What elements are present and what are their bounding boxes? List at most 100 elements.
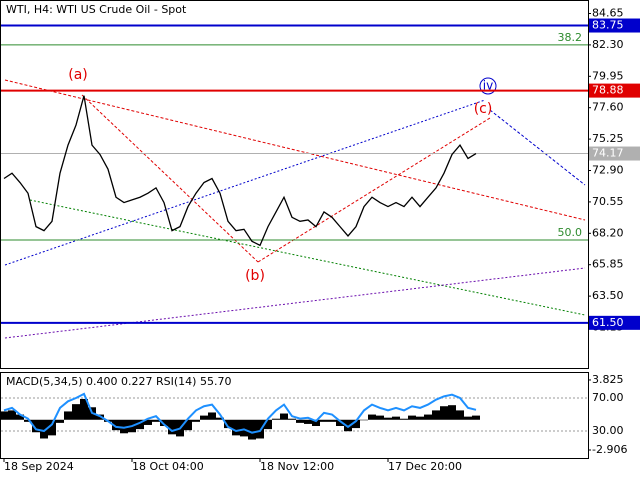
macd-bar — [200, 415, 208, 420]
macd-bar — [56, 419, 64, 423]
x-tick-label: 17 Dec 20:00 — [388, 460, 462, 473]
wave-label: (b) — [245, 268, 265, 284]
rsi-line — [3, 392, 477, 434]
macd-bar — [336, 419, 344, 427]
y-tick-label: 30.00 — [592, 424, 624, 437]
macd-bar — [384, 417, 392, 420]
macd-bar — [216, 417, 224, 420]
level-label: 61.50 — [592, 316, 624, 329]
macd-bar — [232, 419, 240, 436]
trend-line — [257, 117, 491, 263]
macd-bar — [160, 419, 168, 427]
y-tick-label: 70.55 — [592, 195, 624, 208]
macd-bar — [408, 415, 416, 420]
fib-label: 50.0 — [558, 226, 583, 239]
macd-bar — [432, 410, 440, 420]
y-tick-label: 75.25 — [592, 132, 624, 145]
level-label: 83.75 — [592, 19, 624, 32]
trend-line — [4, 267, 586, 339]
macd-bar — [248, 419, 256, 440]
macd-bar — [392, 416, 400, 420]
macd-bar — [464, 416, 472, 420]
macd-bar — [312, 419, 320, 427]
x-tick-label: 18 Nov 12:00 — [260, 460, 334, 473]
macd-bar — [136, 419, 144, 430]
macd-bar — [272, 418, 280, 420]
macd-bar — [32, 419, 40, 433]
y-tick-label: 65.85 — [592, 258, 624, 271]
level-label: 78.88 — [592, 84, 624, 97]
macd-bar — [8, 410, 16, 420]
macd-bar — [144, 419, 152, 425]
trend-lines — [4, 79, 586, 339]
macd-bar — [352, 419, 360, 429]
macd-bar — [256, 419, 264, 439]
macd-bar — [168, 419, 176, 435]
macd-bar — [40, 419, 48, 439]
macd-bar — [296, 419, 304, 423]
macd-bar — [24, 419, 32, 422]
macd-bar — [208, 412, 216, 420]
fib-label: 38.2 — [558, 31, 583, 44]
y-tick-label: 63.50 — [592, 289, 624, 302]
macd-bar — [304, 419, 312, 424]
macd-bar — [240, 419, 248, 437]
indicator-title: MACD(5,34,5) 0.400 0.227 RSI(14) 55.70 — [6, 375, 231, 388]
wave-label: iv — [483, 79, 493, 93]
level-box — [589, 315, 640, 330]
macd-bar — [376, 415, 384, 420]
macd-bar — [120, 419, 128, 434]
y-tick-label: 82.30 — [592, 38, 624, 51]
y2-tick-label: 3.825 — [592, 373, 624, 386]
macd-bar — [472, 415, 480, 420]
y-tick-label: 68.20 — [592, 226, 624, 239]
y-tick-label: 84.65 — [592, 6, 624, 19]
macd-bar — [184, 419, 192, 431]
chart-title: WTI, H4: WTI US Crude Oil - Spot — [6, 3, 187, 16]
macd-bar — [288, 418, 296, 420]
macd-bar — [224, 419, 232, 429]
macd-bar — [368, 414, 376, 420]
macd-bar — [48, 419, 56, 436]
macd-bar — [16, 414, 24, 420]
macd-bar — [440, 406, 448, 420]
macd-bar — [280, 413, 288, 420]
last-price-box — [589, 146, 640, 161]
macd-bar — [424, 414, 432, 420]
price-panel — [0, 0, 589, 369]
trend-line — [4, 99, 486, 266]
wave-label: (c) — [474, 101, 493, 117]
macd-bar — [0, 411, 8, 420]
macd-bar — [400, 418, 408, 420]
macd-bar — [344, 419, 352, 432]
macd-bar — [152, 419, 160, 422]
trend-line — [29, 199, 586, 316]
wave-label: (a) — [68, 67, 88, 83]
y2-tick-label: -2.906 — [592, 443, 627, 456]
macd-bar — [416, 416, 424, 420]
y-tick-label: 79.95 — [592, 69, 624, 82]
macd-bar — [72, 404, 80, 420]
y-tick-label: 72.90 — [592, 164, 624, 177]
x-tick-label: 18 Oct 04:00 — [132, 460, 204, 473]
macd-bar — [64, 411, 72, 420]
macd-bar — [80, 398, 88, 420]
y-tick-label: 77.60 — [592, 101, 624, 114]
wave-circle — [479, 77, 497, 95]
level-box — [589, 18, 640, 33]
level-box — [589, 83, 640, 98]
trend-line — [489, 109, 586, 186]
trend-line — [4, 79, 586, 221]
trend-line — [81, 94, 259, 263]
x-tick-label: 18 Sep 2024 — [4, 460, 74, 473]
last-price-label: 74.17 — [592, 147, 624, 160]
macd-bar — [112, 419, 120, 431]
macd-bar — [192, 419, 200, 422]
macd-bar — [320, 419, 328, 422]
macd-bar — [264, 419, 272, 430]
macd-bar — [448, 405, 456, 420]
macd-bar — [328, 419, 336, 422]
price-line — [3, 95, 477, 247]
y-tick-label: 70.00 — [592, 391, 624, 404]
